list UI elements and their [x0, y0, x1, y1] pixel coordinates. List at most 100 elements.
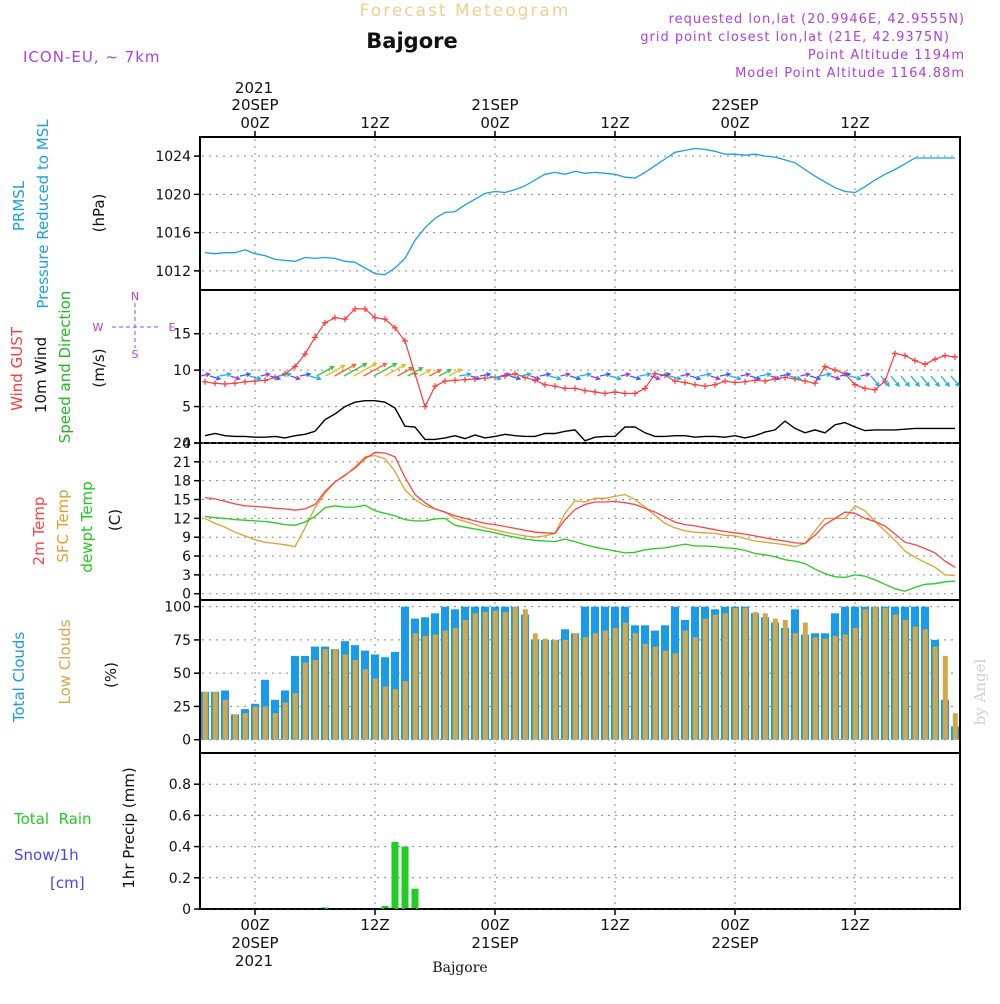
- low-cloud-bar: [452, 627, 458, 740]
- gust-marker: [402, 338, 408, 344]
- low-cloud-bar: [672, 653, 678, 740]
- wind-direction-arrow: [260, 372, 271, 378]
- gust-marker: [652, 370, 658, 377]
- gust-marker: [562, 385, 568, 392]
- low-cloud-bar: [552, 639, 558, 740]
- wind-direction-arrow: [629, 375, 642, 381]
- wind-direction-arrow: [830, 375, 841, 381]
- gust-marker: [612, 389, 618, 395]
- low-cloud-bar: [202, 691, 208, 740]
- wind-direction-arrow: [779, 372, 792, 378]
- gust-marker: [822, 363, 828, 370]
- wind-direction-arrow: [239, 372, 252, 378]
- credit-label: by Angel: [971, 658, 989, 725]
- rain-bar: [401, 846, 409, 909]
- y-tick-label: 50: [173, 666, 191, 682]
- low-cloud-bar: [222, 699, 228, 740]
- wind-speed-dir-label: Speed and Direction: [56, 291, 74, 444]
- low-cloud-bar: [792, 633, 798, 740]
- wind-direction-arrow: [479, 372, 492, 378]
- low-cloud-bar: [632, 633, 638, 740]
- low-cloud-bar: [322, 649, 328, 740]
- gust-marker: [812, 380, 818, 387]
- low-cloud-bar: [702, 618, 708, 740]
- y-tick-label: 25: [173, 699, 191, 715]
- low-cloud-bar: [282, 702, 288, 740]
- gust-marker: [862, 385, 868, 392]
- low-cloud-bar: [752, 612, 758, 740]
- low-cloud-bar: [822, 638, 828, 740]
- low-cloud-bar: [242, 713, 248, 740]
- requested-coords: requested lon,lat (20.9946E, 42.9555N): [669, 12, 965, 27]
- wind-direction-arrow: [950, 375, 960, 388]
- gust-marker: [752, 377, 758, 384]
- snow-unit-label: [cm]: [50, 874, 85, 892]
- wind-direction-arrow: [800, 372, 811, 378]
- top-year-label: 2021: [235, 79, 273, 97]
- plot-marks: [200, 147, 960, 910]
- low-cloud-bar: [462, 620, 468, 740]
- gust-marker: [932, 356, 938, 363]
- wind-direction-arrow: [530, 375, 541, 381]
- gust-marker: [852, 381, 858, 388]
- clouds-unit-label: (%): [102, 662, 120, 688]
- rain-bar: [411, 888, 419, 909]
- low-cloud-bar: [682, 630, 688, 740]
- location-title: Bajgore: [366, 29, 457, 53]
- wind-direction-arrow: [710, 375, 721, 381]
- wind-direction-arrow: [770, 375, 781, 381]
- top-date-label: 21SEP: [471, 96, 518, 114]
- wind-direction-arrow: [560, 372, 571, 378]
- bottom-hour-label: 12Z: [600, 916, 629, 934]
- low-cloud-bar: [882, 608, 888, 740]
- gust-marker: [622, 390, 628, 397]
- gust-marker: [722, 378, 728, 385]
- gust-marker: [552, 383, 558, 390]
- low-cloud-bar: [252, 706, 258, 740]
- low-cloud-bar: [502, 612, 508, 740]
- wind-direction-arrow: [729, 375, 742, 381]
- y-tick-label: 0.6: [169, 808, 191, 824]
- gust-marker: [582, 387, 588, 394]
- wind-direction-arrow: [419, 369, 432, 377]
- y-tick-label: 9: [182, 530, 191, 546]
- y-tick-label: 0: [182, 436, 191, 452]
- gust-marker: [632, 390, 638, 397]
- wind-direction-arrow: [759, 372, 772, 378]
- y-tick-label: 1024: [155, 149, 191, 165]
- bottom-date-label: 22SEP: [711, 934, 758, 952]
- gust-marker: [302, 351, 308, 358]
- wind-direction-arrow: [819, 372, 832, 378]
- wind-direction-arrow: [880, 375, 890, 388]
- temp-2m-line: [204, 451, 956, 568]
- temp-panel-frame: [199, 442, 961, 601]
- low-cloud-bar: [942, 655, 948, 740]
- gust-marker: [422, 403, 428, 410]
- wind-direction-arrow: [539, 372, 552, 378]
- wind-direction-arrow: [519, 372, 532, 378]
- gust-marker: [442, 378, 448, 385]
- bottom-hour-label: 12Z: [840, 916, 869, 934]
- low-cloud-bar: [922, 629, 928, 740]
- wind-direction-arrow: [579, 372, 592, 378]
- gust-marker: [382, 316, 388, 323]
- temp-labels: 2m Temp SFC Temp dewpt Temp (C): [30, 481, 124, 572]
- gust-marker: [462, 376, 468, 383]
- top-hour-label: 00Z: [720, 114, 749, 132]
- gust-marker: [362, 305, 368, 312]
- wind-direction-arrow: [680, 372, 691, 378]
- total-cloud-bar: [401, 606, 409, 740]
- low-cloud-bar: [272, 713, 278, 740]
- total-clouds-label: Total Clouds: [10, 632, 28, 724]
- top-hour-label: 12Z: [360, 114, 389, 132]
- low-cloud-bar: [722, 613, 728, 740]
- pressure-unit-label: (hPa): [90, 194, 108, 233]
- wind-direction-arrow: [659, 372, 672, 378]
- wind-direction-arrow: [910, 375, 920, 388]
- top-date-label: 22SEP: [711, 96, 758, 114]
- bottom-hour-label: 00Z: [240, 916, 269, 934]
- gust-marker: [912, 357, 918, 364]
- gust-marker: [732, 379, 738, 386]
- compass-e: E: [169, 321, 176, 334]
